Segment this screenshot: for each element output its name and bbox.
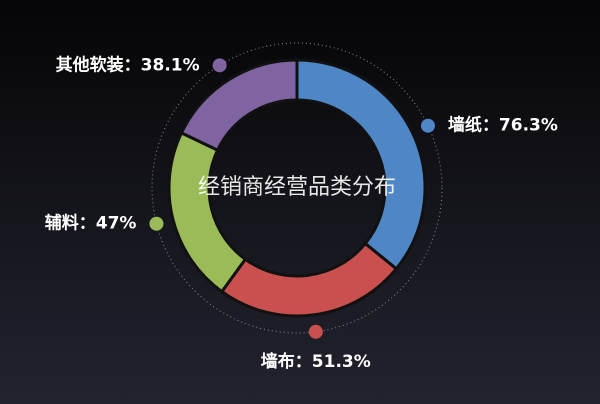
category-label: 辅料	[45, 213, 79, 234]
value-label: ：38.1%	[124, 55, 200, 75]
category-label: 墙纸	[448, 115, 482, 136]
marker-dot	[420, 118, 435, 133]
data-label: 墙布：51.3%	[261, 351, 371, 372]
chart-title: 经销商经营品类分布	[198, 175, 396, 200]
donut-segment	[295, 58, 427, 271]
value-label: ：47%	[79, 214, 137, 234]
category-label: 其他软装	[56, 54, 124, 75]
marker-dot	[212, 58, 227, 73]
value-label: ：76.3%	[482, 116, 558, 136]
marker-dot	[308, 324, 323, 339]
donut-segment	[179, 58, 299, 153]
marker-dot	[149, 216, 164, 231]
data-label: 墙纸：76.3%	[448, 115, 558, 136]
data-label: 其他软装：38.1%	[56, 54, 200, 75]
category-label: 墙布	[261, 351, 295, 372]
outer-ring	[151, 42, 443, 334]
data-label: 辅料：47%	[45, 213, 137, 234]
value-label: ：51.3%	[295, 352, 371, 372]
